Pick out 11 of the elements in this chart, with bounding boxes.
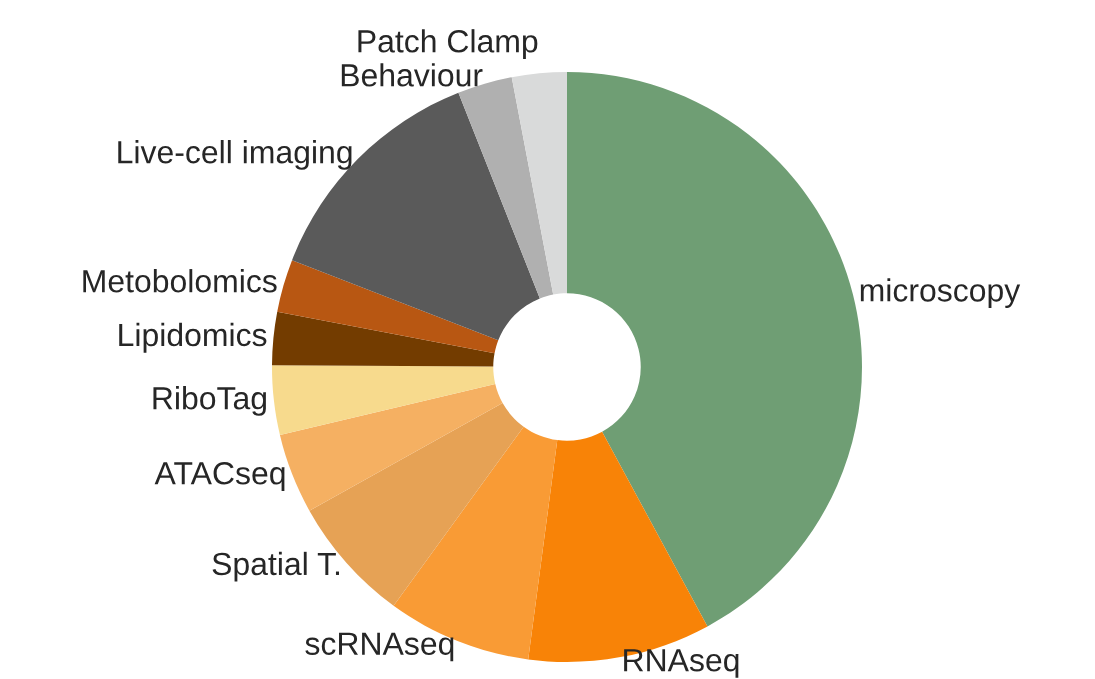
slice-label: RNAseq: [624, 649, 739, 678]
slice-label: scRNAseq: [305, 632, 454, 662]
slice-label: microscopy: [860, 278, 1021, 308]
slice-label: RiboTag: [153, 386, 266, 416]
slice-label: ATACseq: [154, 461, 285, 491]
slice-label: Patch Clamp: [358, 29, 538, 59]
slice-label: Behaviour: [341, 63, 483, 87]
slice-label: Lipidomics: [119, 322, 267, 353]
slice-label: Spatial T.: [212, 551, 340, 582]
slice-label: Metobolomics: [83, 269, 277, 293]
slice-label: Live-cell imaging: [118, 140, 352, 170]
